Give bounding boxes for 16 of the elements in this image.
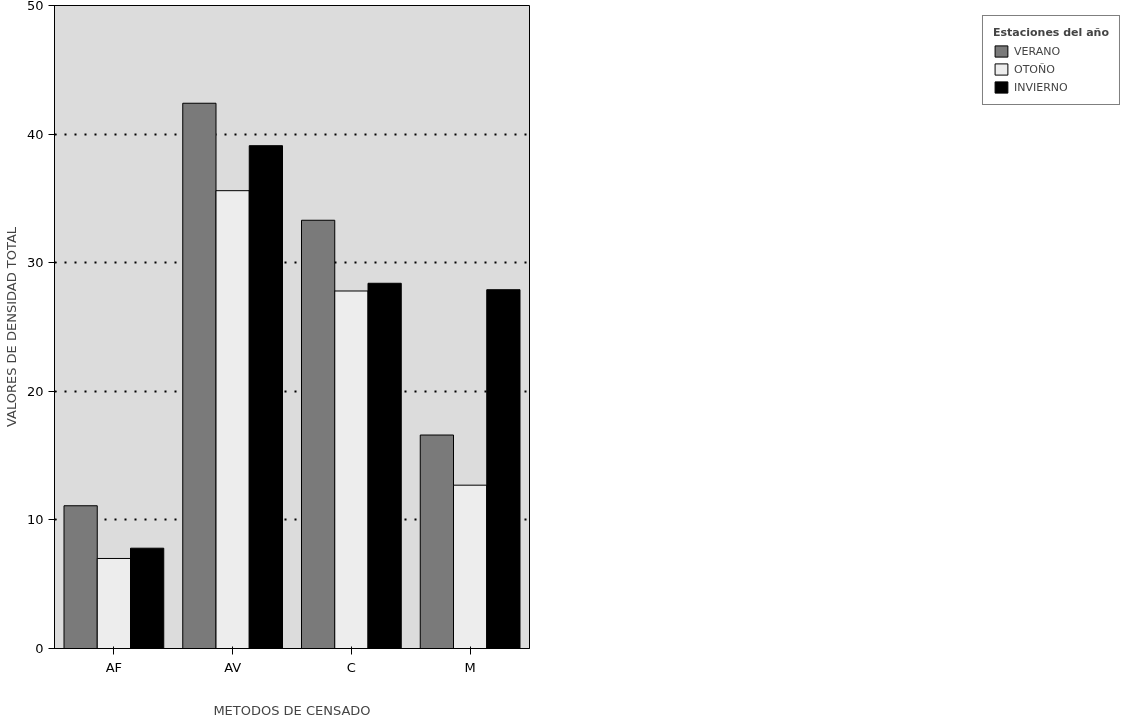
y-tick-label: 30 <box>26 255 44 271</box>
legend-title: Estaciones del año <box>992 26 1109 39</box>
y-tick-label: 40 <box>26 126 44 142</box>
y-tick-label: 20 <box>26 383 44 399</box>
x-tick-label: M <box>464 659 476 675</box>
y-axis-title: VALORES DE DENSIDAD TOTAL <box>3 226 19 428</box>
y-tick-label: 50 <box>26 0 44 13</box>
x-tick-label: AV <box>224 659 242 675</box>
y-tick-label: 10 <box>26 512 44 528</box>
legend-label: OTOÑO <box>1013 62 1055 76</box>
y-tick-label: 0 <box>35 641 44 656</box>
legend-label: VERANO <box>1013 44 1061 58</box>
legend-label: INVIERNO <box>1013 80 1068 94</box>
x-axis-title: METODOS DE CENSADO <box>213 702 371 718</box>
x-tick-label: C <box>346 659 356 675</box>
x-tick-label: AF <box>105 659 123 675</box>
